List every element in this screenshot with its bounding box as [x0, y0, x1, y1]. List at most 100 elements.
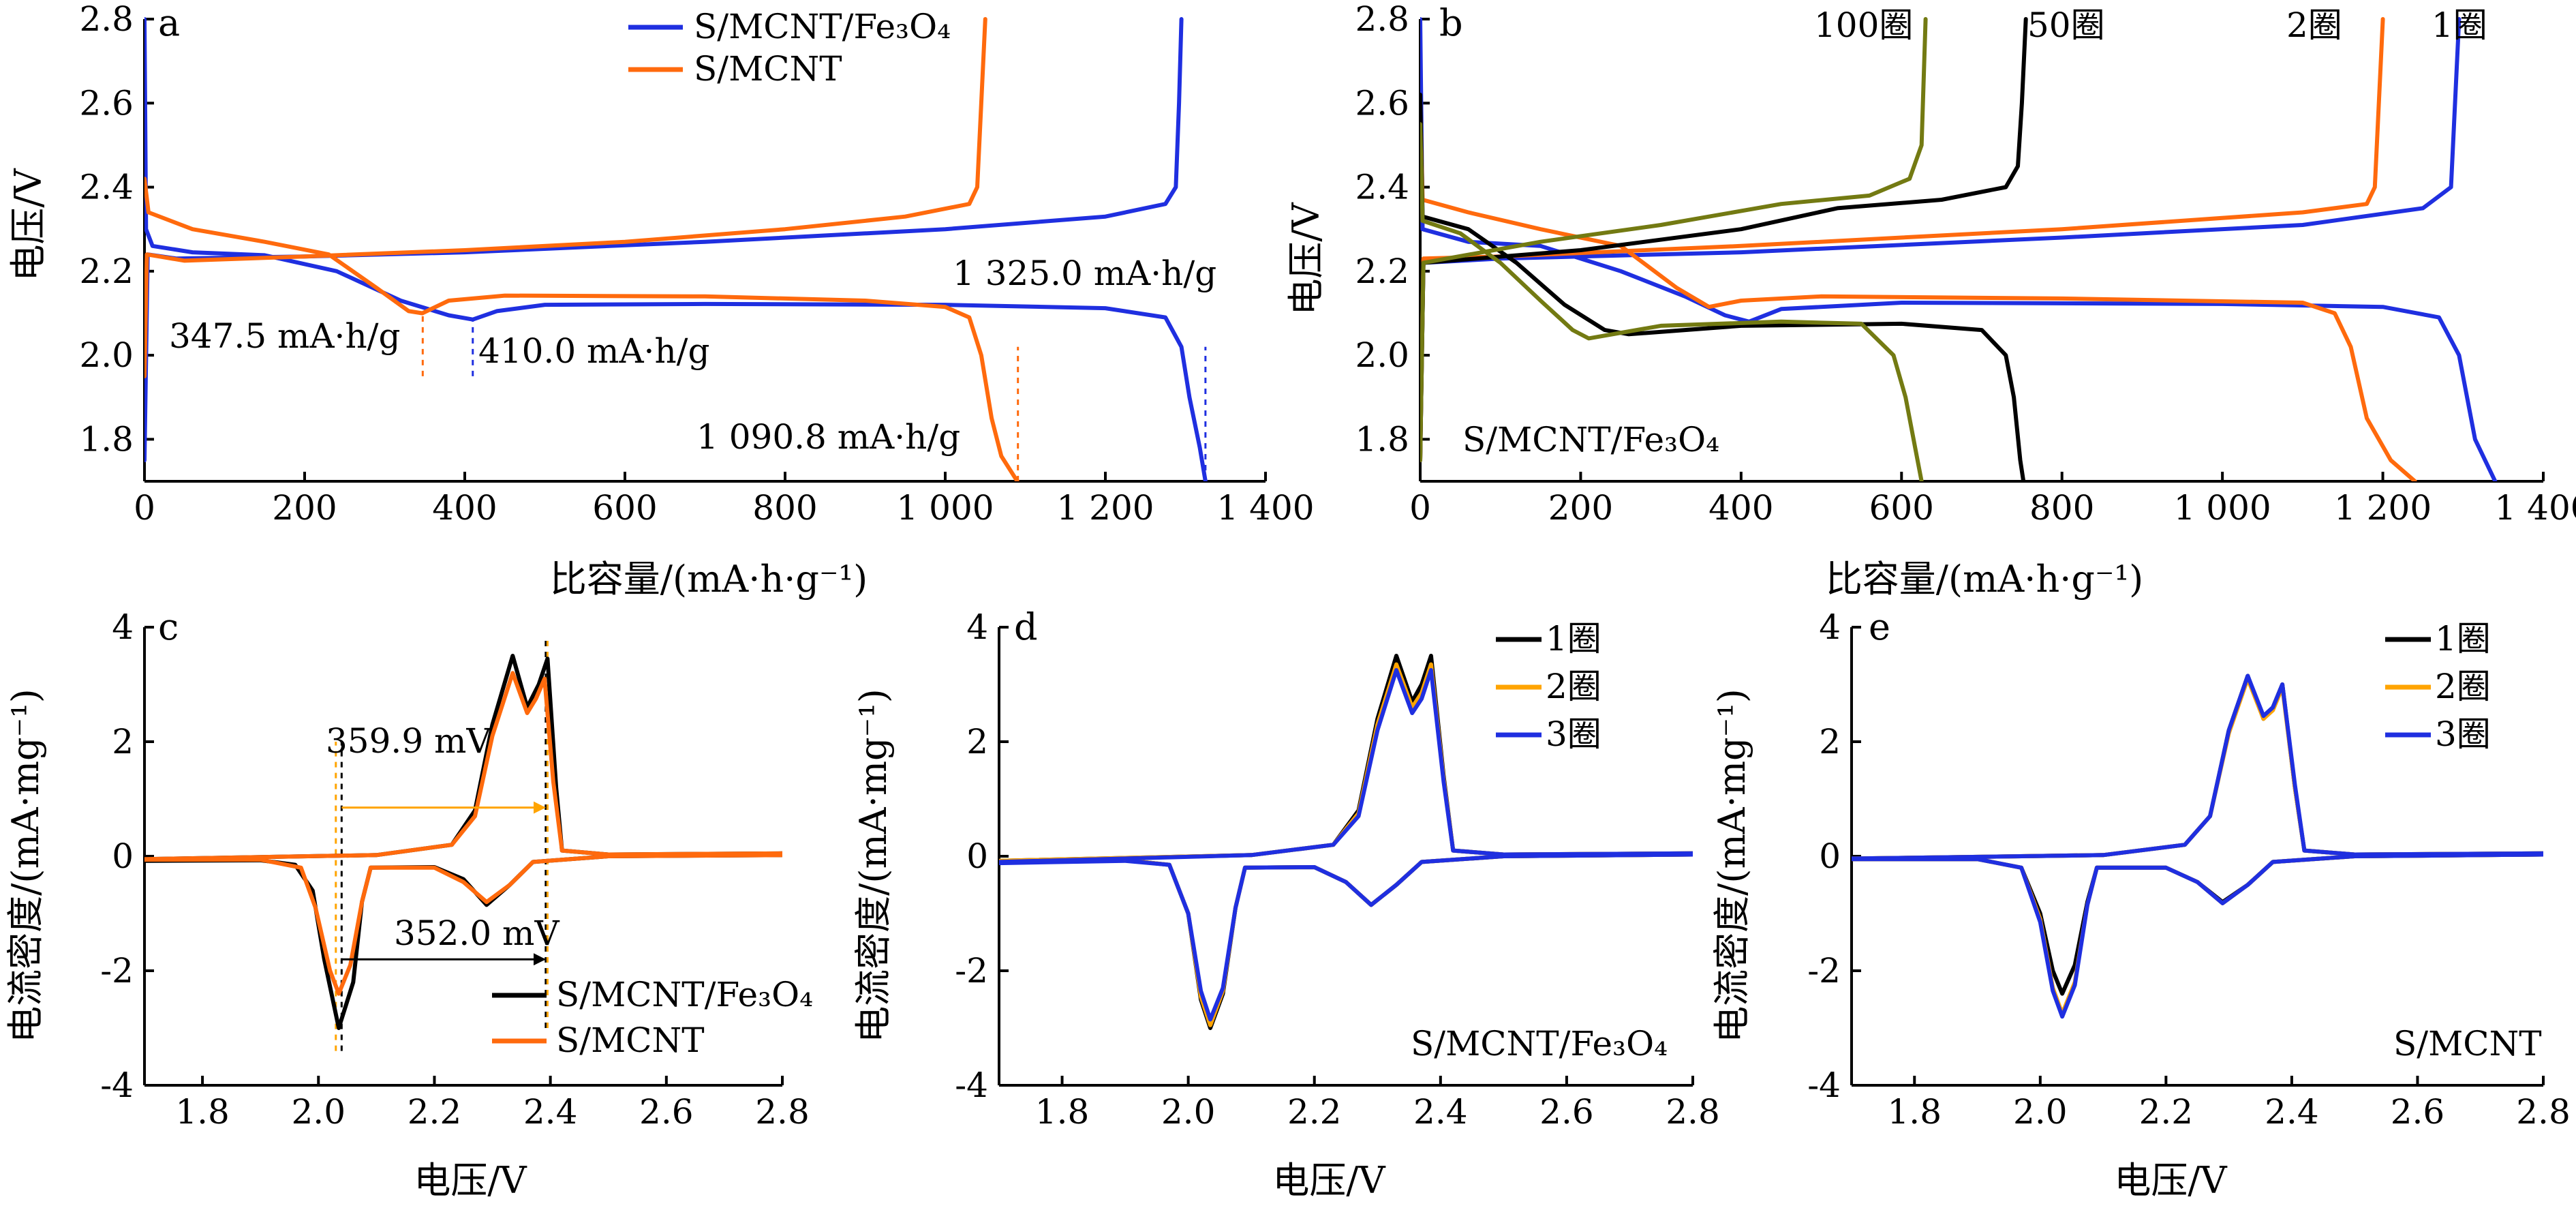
xtick-label-e: 2.4: [2265, 1092, 2319, 1132]
ytick-label-b: 2.4: [1355, 168, 1409, 207]
anno-a-10908: 1 090.8 mA·h/g: [696, 417, 960, 457]
ytick-label-b: 2.8: [1355, 0, 1409, 39]
ytick-label-d: 0: [966, 836, 988, 876]
xtick-label-c: 1.8: [175, 1092, 230, 1132]
anno-b-100: 100圈: [1814, 5, 1913, 45]
series-group-d: [999, 654, 1693, 1030]
ytick-label-d: -2: [955, 951, 988, 991]
series-group-b: [1420, 17, 2498, 481]
ytick-label-c: 2: [112, 722, 134, 761]
legend-a-blue: S/MCNT/Fe₃O₄: [694, 7, 951, 46]
panel-c-letter: c: [158, 605, 179, 648]
axis-e-y-title: 电流密度/(mA·mg⁻¹): [1711, 689, 1753, 1043]
ytick-label-c: -2: [100, 951, 134, 991]
anno-b-material: S/MCNT/Fe₃O₄: [1462, 420, 1719, 459]
anno-c-3520: 352.0 mV: [394, 913, 559, 953]
panel-d-plot: 1.8 2.0 2.2 2.4 2.6 2.8 -4 -2 0 2 4: [955, 607, 1719, 1132]
series-b-orange-discharge: [1420, 101, 2417, 481]
series-d-black: [999, 654, 1693, 1030]
series-a-orange-charge: [144, 17, 987, 378]
xtick-label-a: 1 200: [1056, 488, 1154, 528]
ytick-label-a: 2.8: [79, 0, 134, 39]
panel-d-letter: d: [1014, 605, 1038, 648]
ytick-label-e: -4: [1807, 1066, 1841, 1105]
xtick-label-b: 400: [1708, 488, 1773, 528]
axis-c-x-title: 电压/V: [414, 1159, 527, 1202]
xtick-label-a: 800: [752, 488, 817, 528]
xtick-label-d: 2.0: [1161, 1092, 1216, 1132]
xtick-label-a: 1 400: [1216, 488, 1314, 528]
xtick-label-e: 1.8: [1888, 1092, 1942, 1132]
legend-d-2: 2圈: [1546, 667, 1601, 706]
xtick-label-c: 2.4: [523, 1092, 578, 1132]
series-b-olive-charge: [1420, 17, 1928, 463]
xtick-label-a: 0: [134, 488, 155, 528]
xtick-label-d: 2.8: [1666, 1092, 1720, 1132]
panel-a: 0 200 400 600 800 1 000 1 200 1 400 1.8 2.0 2.2 2.4…: [7, 0, 1315, 601]
xtick-label-b: 800: [2029, 488, 2094, 528]
xtick-label-c: 2.6: [639, 1092, 694, 1132]
series-c-orange: [144, 671, 782, 996]
panel-c: 1.8 2.0 2.2 2.4 2.6 2.8 -4 -2 0 2 4 c 359.9 mV 352…: [4, 605, 813, 1202]
series-e-blue: [1852, 674, 2543, 1019]
series-c-black: [144, 654, 782, 1030]
ytick-label-e: -2: [1807, 951, 1841, 991]
ytick-label-c: 0: [112, 836, 134, 876]
xtick-label-e: 2.2: [2139, 1092, 2194, 1132]
xtick-label-b: 600: [1869, 488, 1934, 528]
series-a-blue-discharge: [144, 17, 1208, 481]
xtick-label-d: 2.4: [1413, 1092, 1468, 1132]
axis-e-x-title: 电压/V: [2114, 1159, 2227, 1202]
xtick-label-d: 1.8: [1035, 1092, 1090, 1132]
legend-e-1: 1圈: [2435, 619, 2491, 659]
ytick-label-a: 1.8: [79, 419, 134, 459]
ytick-label-b: 2.2: [1355, 252, 1409, 291]
ytick-label-b: 1.8: [1355, 419, 1409, 459]
ytick-label-a: 2.4: [79, 168, 134, 207]
ytick-label-d: -4: [955, 1066, 988, 1105]
legend-a-orange: S/MCNT: [694, 49, 842, 89]
panel-a-plot: 0 200 400 600 800 1 000 1 200 1 400 1.8 2.0 2.2 2.4…: [79, 0, 1314, 528]
axis-d-x-title: 电压/V: [1272, 1159, 1385, 1202]
ytick-label-e: 0: [1819, 836, 1841, 876]
anno-a-1325: 1 325.0 mA·h/g: [953, 254, 1216, 293]
panel-a-letter: a: [158, 1, 180, 44]
ytick-label-a: 2.0: [79, 335, 134, 375]
ytick-label-e: 2: [1819, 722, 1841, 761]
xtick-label-b: 200: [1548, 488, 1613, 528]
panel-d: 1.8 2.0 2.2 2.4 2.6 2.8 -4 -2 0 2 4 d 1圈 2圈 3圈 S/M…: [852, 605, 1720, 1202]
series-b-blue-charge: [1420, 17, 2462, 463]
ytick-label-b: 2.0: [1355, 335, 1409, 375]
ytick-label-c: -4: [100, 1066, 134, 1105]
panel-b-plot: 0 200 400 600 800 1 000 1 200 1 400 1.8 2.0 2.2 2.4…: [1355, 0, 2576, 528]
axis-c-y-title: 电流密度/(mA·mg⁻¹): [4, 689, 47, 1043]
xtick-label-b: 1 200: [2334, 488, 2432, 528]
xtick-label-a: 200: [272, 488, 337, 528]
anno-d-material: S/MCNT/Fe₃O₄: [1411, 1024, 1668, 1063]
anno-e-material: S/MCNT: [2393, 1024, 2542, 1063]
xtick-label-a: 1 000: [896, 488, 994, 528]
xtick-label-a: 600: [592, 488, 657, 528]
ytick-label-e: 4: [1819, 607, 1841, 647]
series-a-orange-discharge: [144, 177, 1019, 481]
legend-e-3: 3圈: [2435, 714, 2491, 754]
series-b-black-discharge: [1420, 92, 2026, 481]
axis-b-y-title: 电压/V: [1285, 202, 1328, 315]
xtick-label-e: 2.6: [2391, 1092, 2445, 1132]
ytick-label-b: 2.6: [1355, 83, 1409, 123]
axis-a-x-title: 比容量/(mA·h·g⁻¹): [550, 558, 868, 601]
ytick-label-d: 2: [966, 722, 988, 761]
xtick-label-a: 400: [432, 488, 497, 528]
axis-b-x-title: 比容量/(mA·h·g⁻¹): [1826, 558, 2143, 601]
panel-e-plot: 1.8 2.0 2.2 2.4 2.6 2.8 -4 -2 0 2 4: [1807, 607, 2570, 1132]
panel-b-letter: b: [1439, 1, 1463, 44]
xtick-label-c: 2.0: [292, 1092, 346, 1132]
xtick-label-b: 1 000: [2174, 488, 2271, 528]
ytick-label-a: 2.6: [79, 83, 134, 123]
legend-c-orange: S/MCNT: [556, 1021, 705, 1060]
axis-d-y-title: 电流密度/(mA·mg⁻¹): [852, 689, 895, 1043]
anno-b-1: 1圈: [2432, 5, 2487, 45]
ytick-label-d: 4: [966, 607, 988, 647]
legend-d-3: 3圈: [1546, 714, 1601, 754]
xtick-label-e: 2.0: [2013, 1092, 2068, 1132]
